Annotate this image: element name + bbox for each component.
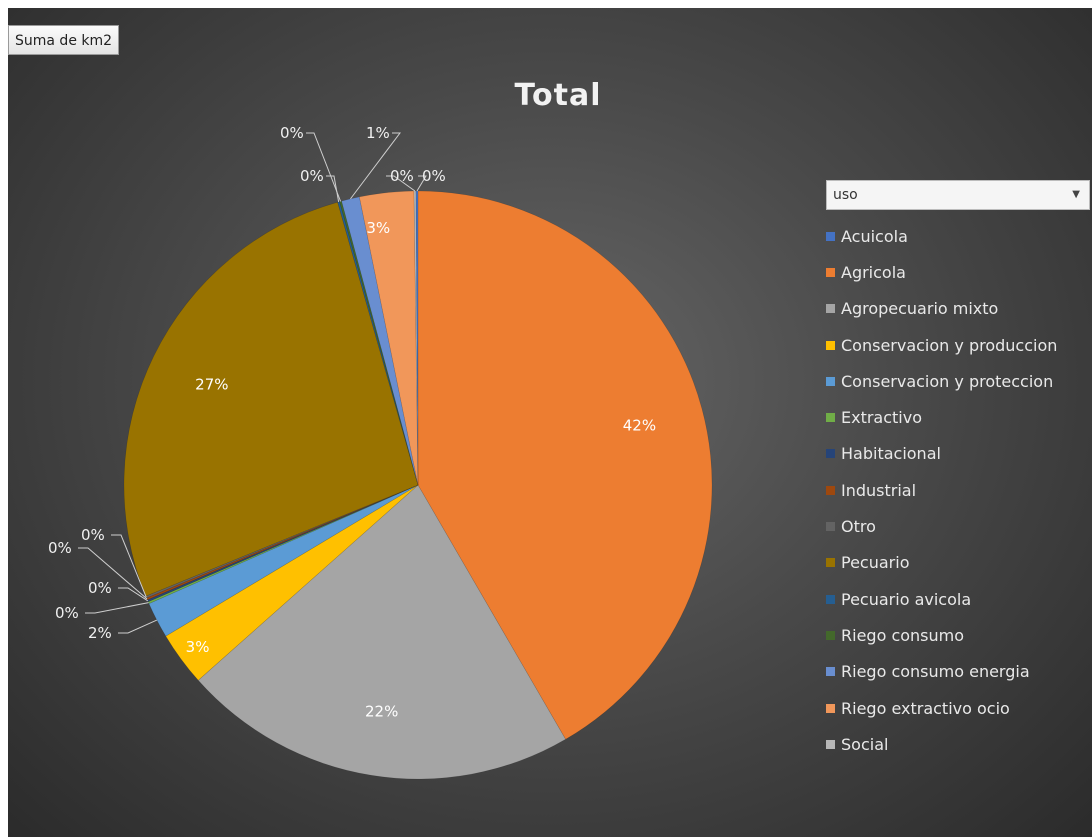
legend-label: Extractivo <box>841 408 923 428</box>
legend-item-extractivo[interactable]: Extractivo <box>826 399 1057 435</box>
pie-slice-habitacional[interactable] <box>146 484 419 603</box>
legend-item-otro[interactable]: Otro <box>826 508 1057 544</box>
pie-slice-agricola[interactable] <box>417 190 713 740</box>
legend-swatch <box>826 231 835 241</box>
leader-line-habitacional <box>118 587 149 602</box>
leader-line-acuicola <box>416 175 427 192</box>
pie-slice-pecuario-avicola[interactable] <box>337 201 419 486</box>
data-label-agropecuario-mixto: 22% <box>365 702 398 720</box>
data-label-conservacion-y-proteccion: 2% <box>88 624 112 642</box>
legend-item-riego-extractivo-ocio[interactable]: Riego extractivo ocio <box>826 690 1057 726</box>
legend-swatch <box>826 413 835 423</box>
pie-slice-conservacion-y-produccion[interactable] <box>165 484 419 681</box>
leader-line-social <box>386 175 416 192</box>
leader-line-riego-consumo <box>306 132 342 202</box>
legend: Acuicola Agricola Agropecuario mixto Conser… <box>826 218 1057 762</box>
legend-label: Social <box>841 734 889 754</box>
legend-item-pecuario-avicola[interactable]: Pecuario avicola <box>826 581 1057 617</box>
legend-swatch <box>826 340 835 350</box>
legend-swatch <box>826 630 835 640</box>
legend-label: Agropecuario mixto <box>841 299 999 319</box>
legend-swatch <box>826 485 835 495</box>
legend-item-agricola[interactable]: Agricola <box>826 254 1057 290</box>
data-label-riego-extractivo-ocio: 3% <box>366 219 390 237</box>
legend-label: Acuicola <box>841 226 908 246</box>
legend-label: Otro <box>841 517 876 537</box>
legend-filter-label: uso <box>833 187 858 203</box>
chart-title: Total <box>514 78 602 113</box>
legend-swatch <box>826 594 835 604</box>
data-label-pecuario-avicola: 0% <box>300 167 324 185</box>
data-label-social: 0% <box>390 167 414 185</box>
data-label-industrial: 0% <box>48 539 72 557</box>
pie-slice-riego-extractivo-ocio[interactable] <box>359 190 419 486</box>
data-label-otro: 0% <box>81 526 105 544</box>
legend-swatch <box>826 703 835 713</box>
legend-label: Conservacion y proteccion <box>841 371 1054 391</box>
legend-filter-dropdown[interactable]: uso ▼ <box>826 180 1090 210</box>
data-label-riego-consumo-energia: 1% <box>366 124 390 142</box>
legend-swatch <box>826 449 835 459</box>
legend-item-industrial[interactable]: Industrial <box>826 472 1057 508</box>
value-field-label: Suma de km2 <box>15 33 113 49</box>
leader-line-riego-consumo-energia <box>350 132 402 200</box>
data-label-extractivo: 0% <box>55 604 79 622</box>
legend-swatch <box>826 304 835 314</box>
chart-area: Suma de km2 Total 42% 22% 3% 2% 0% 0% 0% 0% 27% 0… <box>8 8 1092 837</box>
data-label-riego-consumo: 0% <box>280 124 304 142</box>
pie-slice-agropecuario-mixto[interactable] <box>197 484 566 780</box>
legend-label: Riego extractivo ocio <box>841 698 1010 718</box>
data-label-conservacion-y-produccion: 3% <box>186 638 210 656</box>
legend-swatch <box>826 667 835 677</box>
legend-item-riego-consumo[interactable]: Riego consumo <box>826 617 1057 653</box>
leader-line-conservacion-y-proteccion <box>118 619 158 634</box>
legend-label: Agricola <box>841 262 906 282</box>
legend-item-agropecuario-mixto[interactable]: Agropecuario mixto <box>826 291 1057 327</box>
pie-slice-pecuario[interactable] <box>123 201 419 597</box>
leader-line-extractivo <box>85 602 149 614</box>
legend-label: Conservacion y produccion <box>841 335 1058 355</box>
legend-label: Industrial <box>841 480 917 500</box>
legend-item-acuicola[interactable]: Acuicola <box>826 218 1057 254</box>
legend-item-habitacional[interactable]: Habitacional <box>826 436 1057 472</box>
data-label-pecuario: 27% <box>195 376 228 394</box>
pie-chart: 42% 22% 3% 2% 0% 0% 0% 0% 27% 0% 0% 1% 3% 0% 0% <box>48 124 713 780</box>
chevron-down-icon[interactable]: ▼ <box>1072 189 1080 200</box>
data-label-acuicola: 0% <box>422 167 446 185</box>
value-field-button[interactable]: Suma de km2 <box>8 25 120 55</box>
legend-item-riego-consumo-energia[interactable]: Riego consumo energia <box>826 654 1057 690</box>
legend-label: Riego consumo <box>841 625 965 645</box>
legend-item-conservacion-y-produccion[interactable]: Conservacion y produccion <box>826 327 1057 363</box>
leader-line-industrial <box>78 547 148 600</box>
data-label-habitacional: 0% <box>88 579 112 597</box>
legend-item-conservacion-y-proteccion[interactable]: Conservacion y proteccion <box>826 363 1057 399</box>
legend-item-pecuario[interactable]: Pecuario <box>826 545 1057 581</box>
legend-label: Pecuario <box>841 553 910 573</box>
data-label-agricola: 42% <box>623 416 656 434</box>
legend-swatch <box>826 522 835 532</box>
pie-slice-riego-consumo-energia[interactable] <box>341 196 419 486</box>
legend-swatch <box>826 267 835 277</box>
legend-label: Pecuario avicola <box>841 589 972 609</box>
legend-label: Habitacional <box>841 444 941 464</box>
legend-item-social[interactable]: Social <box>826 726 1057 762</box>
legend-label: Riego consumo energia <box>841 662 1030 682</box>
legend-swatch <box>826 739 835 749</box>
legend-swatch <box>826 376 835 386</box>
leader-line-otro <box>111 534 147 598</box>
legend-swatch <box>826 558 835 568</box>
